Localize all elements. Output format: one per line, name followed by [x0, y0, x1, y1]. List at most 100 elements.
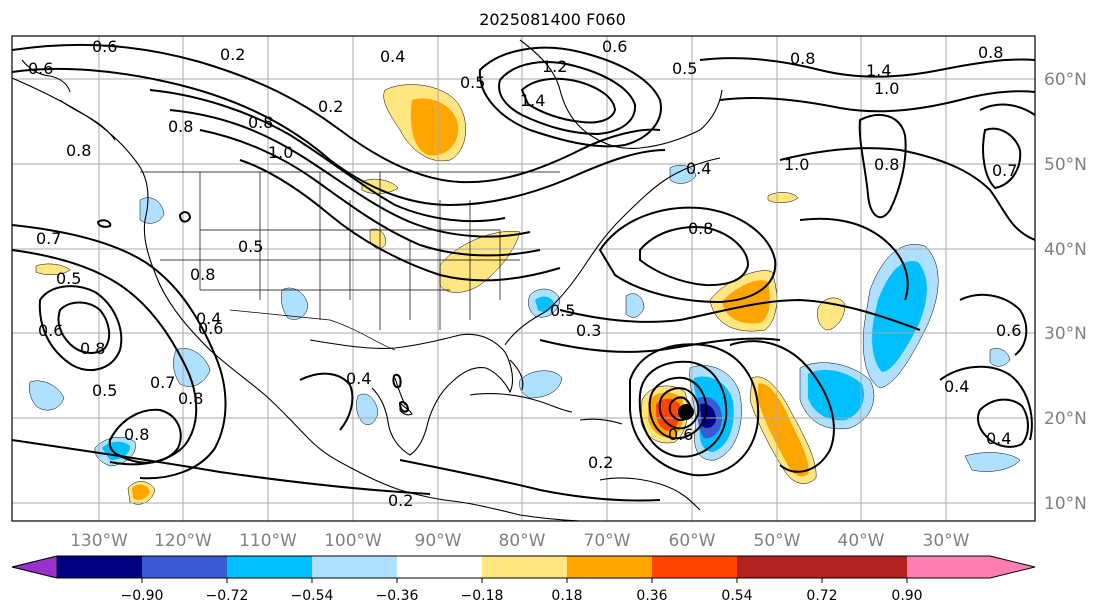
contour-label: 0.4: [380, 47, 405, 66]
lat-label: 20°N: [1044, 409, 1087, 429]
colorbar-segment: [822, 556, 907, 578]
contour-label: 0.7: [992, 161, 1017, 180]
contour-label: 1.0: [268, 143, 293, 162]
contour-label: 0.8: [874, 155, 899, 174]
lat-label: 30°N: [1044, 324, 1087, 344]
shade-negative: [102, 441, 130, 460]
borders: [140, 171, 560, 351]
colorbar-tick-label: 0.36: [636, 588, 667, 604]
shade-negative: [281, 287, 309, 320]
lon-label: 40°W: [838, 531, 885, 551]
lat-label: 10°N: [1044, 494, 1087, 514]
colorbar-ticks: [141, 578, 908, 583]
colorbar-tick-label: −0.18: [461, 588, 504, 604]
shade-negative: [625, 293, 645, 318]
lon-label: 60°W: [669, 531, 716, 551]
contour-label: 0.5: [238, 237, 263, 256]
latitude-labels: 60°N 50°N 40°N 30°N 20°N 10°N: [1044, 70, 1087, 514]
contour-label: 0.5: [550, 301, 575, 320]
contour-label: 0.6: [668, 425, 693, 444]
colorbar-extend-low: [11, 555, 58, 579]
colorbar-extend-high: [907, 556, 1035, 578]
contour-label: 0.8: [66, 141, 91, 160]
colorbar-segment: [567, 556, 652, 578]
shade-positive: [35, 263, 71, 275]
shade-positive: [656, 398, 681, 431]
contour-label: 0.6: [38, 321, 63, 340]
contour-label: 0.4: [346, 369, 371, 388]
contour-label: 0.8: [178, 389, 203, 408]
colorbar-segment: [482, 556, 567, 578]
colorbar-tick-label: −0.36: [376, 588, 419, 604]
shade-positive: [767, 192, 799, 203]
lon-label: 130°W: [70, 531, 128, 551]
contour-label: 0.5: [672, 59, 697, 78]
colorbar-tick-label: 0.90: [891, 588, 922, 604]
colorbar-tick-label: −0.90: [121, 588, 164, 604]
contour-label: 1.4: [866, 61, 891, 80]
contour-label: 0.8: [190, 265, 215, 284]
contour-label: 0.8: [80, 339, 105, 358]
colorbar-segment: [652, 556, 737, 578]
colorbar-segment: [312, 556, 397, 578]
lon-label: 100°W: [324, 531, 382, 551]
shade-negative: [669, 165, 697, 184]
shade-negative: [519, 370, 563, 399]
contour-label: 0.5: [460, 73, 485, 92]
contour-label: 1.0: [874, 79, 899, 98]
lat-label: 40°N: [1044, 240, 1087, 260]
contour-label-group: 0.6 0.2 0.4 0.5 1.2 0.6 0.5 0.8 1.4 1.0 …: [28, 37, 1021, 510]
map-title: 2025081400 F060: [479, 10, 626, 29]
lon-label: 50°W: [754, 531, 801, 551]
shade-negative: [964, 452, 1021, 472]
colorbar-tick-label: 0.72: [806, 588, 837, 604]
coastlines: [12, 39, 723, 521]
contour-label: 0.3: [576, 321, 601, 340]
lon-label: 110°W: [239, 531, 297, 551]
contour-label: 0.8: [688, 219, 713, 238]
colorbar-segment: [737, 556, 822, 578]
contour-label: 0.6: [996, 321, 1021, 340]
contour-label: 0.7: [150, 373, 175, 392]
contour-label: 0.5: [56, 269, 81, 288]
shade-negative: [29, 380, 65, 411]
colorbar-tick-label: −0.54: [291, 588, 334, 604]
shade-positive: [132, 484, 150, 500]
contour-label: 0.2: [318, 97, 343, 116]
lon-label: 80°W: [499, 531, 546, 551]
contour-label: 0.4: [196, 309, 221, 328]
contour-label: 0.6: [92, 37, 117, 56]
colorbar-tick-label: −0.72: [206, 588, 249, 604]
lon-label: 120°W: [154, 531, 212, 551]
contour-label: 0.4: [986, 429, 1011, 448]
colorbar-tick-label: 0.54: [721, 588, 752, 604]
contour-label: 0.2: [388, 491, 413, 510]
lat-label: 50°N: [1044, 155, 1087, 175]
contour-lines: [12, 43, 1035, 502]
contour-label: 1.2: [542, 57, 567, 76]
colorbar-tick-label: 0.18: [551, 588, 582, 604]
contour-label: 0.8: [978, 43, 1003, 62]
colorbar-segment: [227, 556, 312, 578]
shade-negative: [989, 348, 1011, 367]
contour-label: 0.5: [92, 381, 117, 400]
contour-label: 0.6: [602, 37, 627, 56]
colorbar-segment: [397, 556, 482, 578]
shade-negative: [872, 261, 927, 372]
lat-label: 60°N: [1044, 70, 1087, 90]
lon-label: 90°W: [415, 531, 462, 551]
contour-label: 0.8: [124, 425, 149, 444]
shade-positive: [410, 98, 459, 156]
contour-label: 0.8: [168, 117, 193, 136]
contour-label: 0.2: [220, 45, 245, 64]
storm-center-marker: [678, 404, 694, 420]
contour-label: 0.2: [588, 453, 613, 472]
contour-label: 0.4: [686, 159, 711, 178]
shade-negative: [356, 393, 379, 425]
shade-negative: [808, 369, 865, 421]
contour-label: 0.6: [28, 59, 53, 78]
lon-label: 70°W: [584, 531, 631, 551]
contour-label: 0.8: [248, 113, 273, 132]
colorbar-outline: [11, 555, 1036, 579]
